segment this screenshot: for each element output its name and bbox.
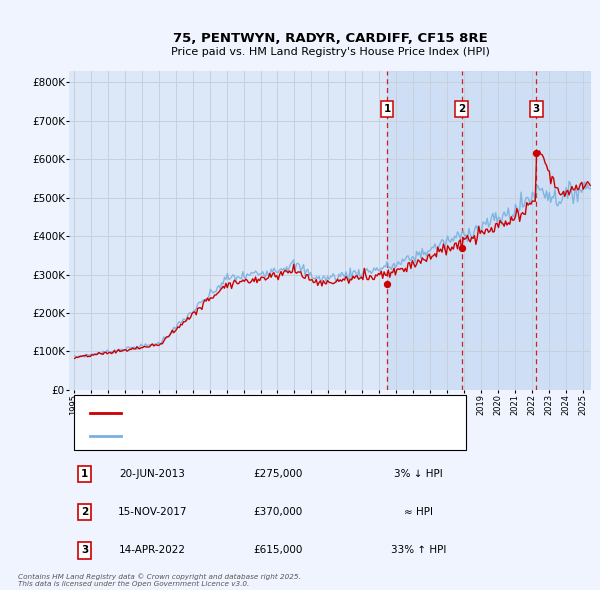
Text: 15-NOV-2017: 15-NOV-2017 bbox=[118, 507, 187, 517]
Text: 75, PENTWYN, RADYR, CARDIFF, CF15 8RE: 75, PENTWYN, RADYR, CARDIFF, CF15 8RE bbox=[173, 32, 487, 45]
Text: Price paid vs. HM Land Registry's House Price Index (HPI): Price paid vs. HM Land Registry's House … bbox=[170, 47, 490, 57]
Text: 2: 2 bbox=[81, 507, 88, 517]
Text: Contains HM Land Registry data © Crown copyright and database right 2025.
This d: Contains HM Land Registry data © Crown c… bbox=[18, 573, 301, 587]
Text: 75, PENTWYN, RADYR, CARDIFF, CF15 8RE (detached house): 75, PENTWYN, RADYR, CARDIFF, CF15 8RE (d… bbox=[131, 408, 419, 417]
Text: 2: 2 bbox=[458, 104, 466, 114]
FancyBboxPatch shape bbox=[74, 395, 466, 450]
Text: 1: 1 bbox=[81, 469, 88, 479]
Text: ≈ HPI: ≈ HPI bbox=[404, 507, 433, 517]
Point bbox=[457, 243, 466, 253]
Text: 1: 1 bbox=[383, 104, 391, 114]
Text: 33% ↑ HPI: 33% ↑ HPI bbox=[391, 545, 446, 555]
Text: £615,000: £615,000 bbox=[253, 545, 302, 555]
Text: HPI: Average price, detached house, Cardiff: HPI: Average price, detached house, Card… bbox=[131, 431, 340, 440]
Text: 3: 3 bbox=[533, 104, 540, 114]
Text: £275,000: £275,000 bbox=[253, 469, 302, 479]
Text: £370,000: £370,000 bbox=[253, 507, 302, 517]
Text: 3% ↓ HPI: 3% ↓ HPI bbox=[394, 469, 443, 479]
Point bbox=[382, 280, 392, 289]
Text: 20-JUN-2013: 20-JUN-2013 bbox=[119, 469, 185, 479]
Bar bbox=[387, 71, 591, 390]
Text: 3: 3 bbox=[81, 545, 88, 555]
Point bbox=[532, 149, 541, 158]
Text: 14-APR-2022: 14-APR-2022 bbox=[119, 545, 186, 555]
